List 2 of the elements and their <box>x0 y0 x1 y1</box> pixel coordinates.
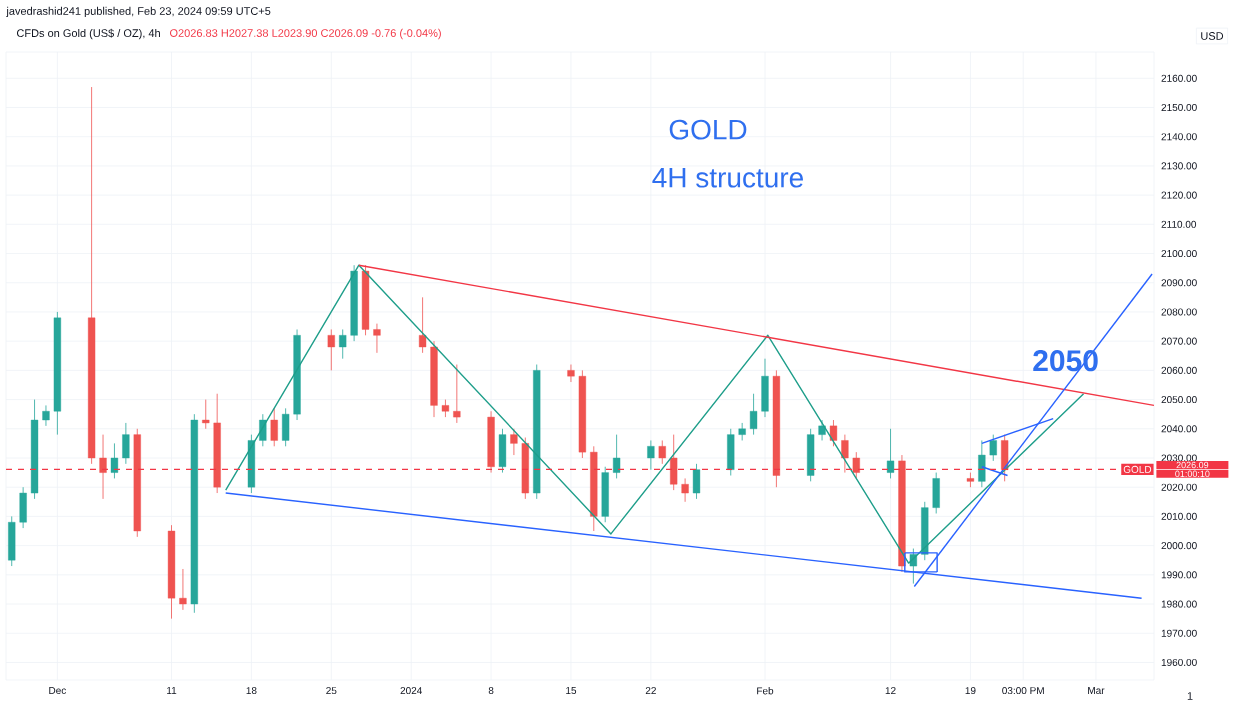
text: GOLD <box>669 119 747 140</box>
text: 4H structure <box>652 168 803 188</box>
